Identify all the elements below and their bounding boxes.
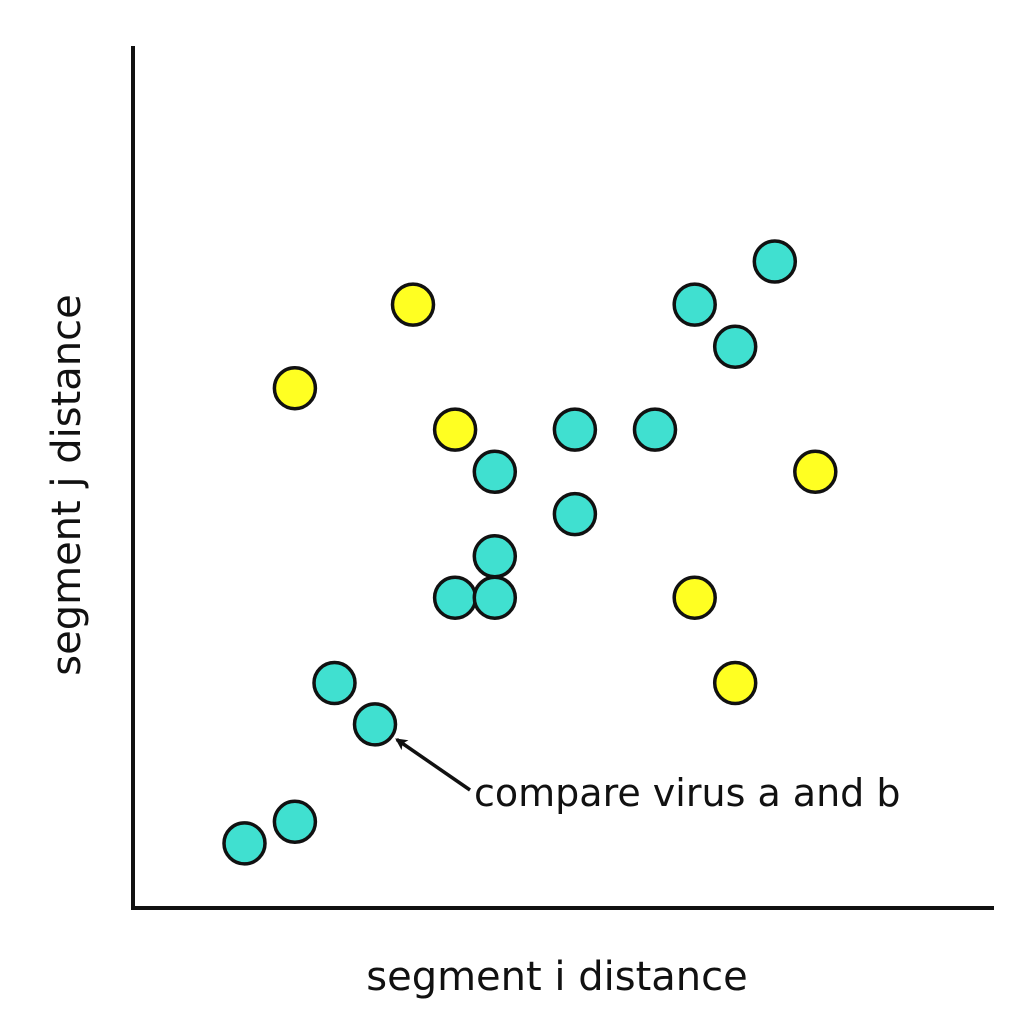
scatter-point — [552, 407, 598, 452]
scatter-point — [712, 324, 758, 370]
annotation-arrow — [395, 738, 471, 792]
scatter-point — [712, 660, 758, 706]
scatter-point — [272, 799, 318, 845]
scatter-point — [632, 407, 678, 452]
scatter-point — [472, 575, 518, 620]
scatter-point — [752, 239, 798, 284]
annotation-layer: compare virus a and b — [395, 738, 901, 815]
scatter-point — [672, 282, 717, 327]
scatter-point — [390, 282, 436, 327]
points-layer — [222, 239, 838, 866]
axes — [131, 46, 994, 910]
annotation-label: compare virus a and b — [474, 771, 901, 815]
y-axis-label: segment j distance — [44, 294, 90, 675]
scatter-point — [552, 491, 598, 537]
scatter-point — [352, 702, 398, 747]
scatter-point — [432, 575, 478, 620]
scatter-point — [272, 365, 318, 411]
scatter-point — [312, 660, 357, 706]
scatter-point — [672, 575, 717, 620]
scatter-point — [432, 407, 478, 452]
scatter-point — [222, 821, 267, 866]
x-axis-label: segment i distance — [366, 954, 747, 1000]
scatter-point — [472, 534, 518, 579]
scatter-point — [793, 449, 838, 495]
scatter-point — [472, 449, 518, 495]
